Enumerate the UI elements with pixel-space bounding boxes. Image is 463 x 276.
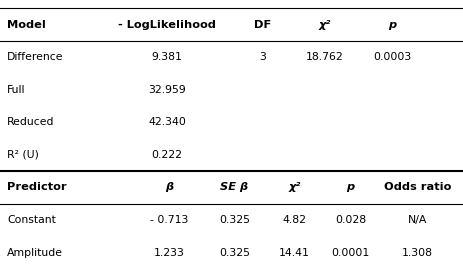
Text: 3: 3 [258, 52, 265, 62]
Text: β: β [165, 182, 173, 192]
Text: 18.762: 18.762 [305, 52, 343, 62]
Text: 0.0001: 0.0001 [331, 248, 369, 258]
Text: 0.325: 0.325 [219, 248, 249, 258]
Text: 0.325: 0.325 [219, 215, 249, 225]
Text: R² (U): R² (U) [7, 150, 39, 160]
Text: 32.959: 32.959 [148, 85, 186, 95]
Text: Full: Full [7, 85, 25, 95]
Text: 9.381: 9.381 [151, 52, 182, 62]
Text: 0.028: 0.028 [334, 215, 365, 225]
Text: χ²: χ² [288, 182, 300, 192]
Text: Difference: Difference [7, 52, 63, 62]
Text: - LogLikelihood: - LogLikelihood [118, 20, 215, 30]
Text: 0.222: 0.222 [151, 150, 182, 160]
Text: Odds ratio: Odds ratio [383, 182, 450, 192]
Text: 0.0003: 0.0003 [372, 52, 410, 62]
Text: p: p [387, 20, 395, 30]
Text: 14.41: 14.41 [279, 248, 309, 258]
Text: DF: DF [253, 20, 270, 30]
Text: - 0.713: - 0.713 [150, 215, 188, 225]
Text: 42.340: 42.340 [148, 117, 186, 127]
Text: N/A: N/A [407, 215, 426, 225]
Text: SE β: SE β [220, 182, 248, 192]
Text: Model: Model [7, 20, 46, 30]
Text: χ²: χ² [318, 20, 330, 30]
Text: Constant: Constant [7, 215, 56, 225]
Text: 4.82: 4.82 [282, 215, 306, 225]
Text: 1.233: 1.233 [154, 248, 184, 258]
Text: Amplitude: Amplitude [7, 248, 63, 258]
Text: p: p [345, 182, 354, 192]
Text: Predictor: Predictor [7, 182, 67, 192]
Text: Reduced: Reduced [7, 117, 54, 127]
Text: 1.308: 1.308 [401, 248, 432, 258]
